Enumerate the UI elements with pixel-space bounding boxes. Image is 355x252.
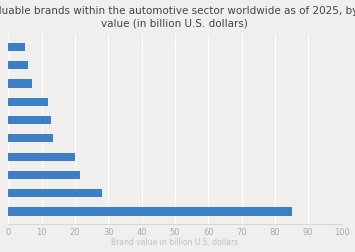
Bar — [8, 44, 25, 52]
Bar — [8, 208, 291, 216]
Bar — [8, 98, 48, 106]
Bar — [8, 116, 51, 125]
Bar — [8, 171, 80, 179]
Bar — [8, 62, 28, 70]
Bar — [8, 153, 75, 161]
Bar — [8, 80, 32, 88]
Bar — [8, 189, 102, 198]
Bar — [8, 135, 53, 143]
X-axis label: Brand value in billion U.S. dollars: Brand value in billion U.S. dollars — [111, 237, 239, 246]
Title: Most valuable brands within the automotive sector worldwide as of 2025, by brand: Most valuable brands within the automoti… — [0, 6, 355, 29]
